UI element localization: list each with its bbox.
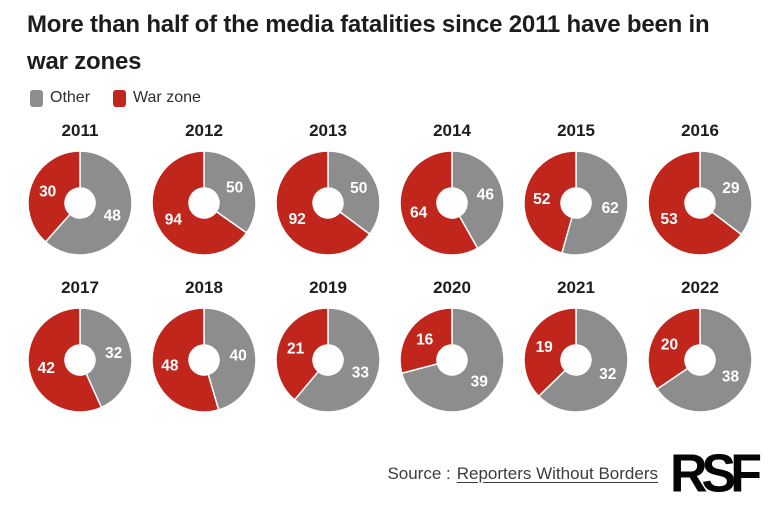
donut-chart-2019: 33 21 (275, 307, 381, 413)
year-label: 2017 (61, 278, 99, 297)
slice-war-zone-value: 20 (661, 336, 678, 353)
slice-war-zone-value: 30 (39, 183, 56, 200)
donut-cell-2017: 2017 32 42 (18, 279, 142, 413)
donut-chart-2021: 32 19 (523, 307, 629, 413)
slice-war-zone (399, 307, 453, 374)
source-note: Source : Reporters Without Borders (387, 464, 658, 484)
year-label: 2020 (433, 278, 471, 297)
slice-war-zone-value: 52 (533, 191, 550, 208)
donut-grid: 2011 48 30 2012 50 94 2013 50 92 2014 46 64 2015 62 52… (18, 122, 762, 436)
legend-swatch-other (30, 89, 43, 107)
slice-other (293, 307, 381, 413)
donut-cell-2014: 2014 46 64 (390, 122, 514, 256)
donut-cell-2022: 2022 38 20 (638, 279, 762, 413)
slice-war-zone (27, 307, 103, 413)
slice-other-value: 50 (350, 180, 367, 197)
donut-chart-2022: 38 20 (647, 307, 753, 413)
rsf-logo: RSF (670, 443, 762, 505)
slice-other (44, 150, 133, 256)
slice-other (561, 150, 629, 256)
slice-other (537, 307, 629, 413)
slice-war-zone-value: 42 (38, 360, 55, 377)
donut-cell-2012: 2012 50 94 (142, 122, 266, 256)
slice-war-zone (523, 150, 577, 254)
legend-item-war-zone: War zone (113, 89, 201, 107)
slice-war-zone (647, 150, 743, 256)
year-label: 2011 (61, 121, 99, 140)
slice-other-value: 39 (471, 374, 489, 391)
slice-war-zone (647, 307, 701, 390)
year-label: 2014 (433, 121, 471, 140)
slice-war-zone-value: 19 (536, 339, 554, 356)
year-label: 2015 (557, 121, 595, 140)
slice-other-value: 62 (602, 200, 619, 217)
donut-chart-2014: 46 64 (399, 150, 505, 256)
slice-war-zone-value: 21 (287, 341, 305, 358)
legend-label-other: Other (50, 89, 91, 106)
slice-other-value: 40 (229, 348, 246, 365)
slice-other (400, 307, 505, 413)
legend-label-war-zone: War zone (133, 89, 201, 106)
slice-war-zone-value: 92 (289, 211, 306, 228)
slice-other-value: 48 (104, 208, 122, 225)
legend-item-other: Other (30, 89, 90, 107)
donut-cell-2015: 2015 62 52 (514, 122, 638, 256)
year-label: 2012 (185, 121, 223, 140)
slice-other (699, 150, 753, 236)
slice-war-zone-value: 48 (161, 357, 179, 374)
slice-war-zone (151, 150, 248, 256)
slice-other (203, 307, 257, 411)
slice-other-value: 29 (722, 180, 740, 197)
slice-war-zone-value: 53 (660, 211, 678, 228)
footer: Source : Reporters Without Borders RSF (387, 443, 762, 505)
donut-chart-2012: 50 94 (151, 150, 257, 256)
donut-chart-2015: 62 52 (523, 150, 629, 256)
donut-chart-2016: 29 53 (647, 150, 753, 256)
year-label: 2019 (309, 278, 347, 297)
slice-other-value: 32 (599, 366, 616, 383)
slice-war-zone (399, 150, 479, 256)
slice-other-value: 32 (105, 345, 122, 362)
year-label: 2016 (681, 121, 719, 140)
year-label: 2013 (309, 121, 347, 140)
slice-war-zone (27, 150, 81, 243)
donut-cell-2021: 2021 32 19 (514, 279, 638, 413)
year-label: 2022 (681, 278, 719, 297)
slice-other-value: 50 (226, 180, 243, 197)
slice-other (327, 150, 381, 235)
source-link[interactable]: Reporters Without Borders (456, 464, 658, 483)
donut-chart-2017: 32 42 (27, 307, 133, 413)
donut-chart-2013: 50 92 (275, 150, 381, 256)
year-label: 2021 (557, 278, 595, 297)
slice-other-value: 33 (352, 364, 370, 381)
slice-other (203, 150, 257, 234)
legend: Other War zone (30, 89, 201, 107)
slice-war-zone-value: 16 (416, 331, 434, 348)
slice-other (79, 307, 133, 409)
slice-war-zone (523, 307, 577, 397)
slice-war-zone-value: 64 (410, 204, 428, 221)
year-label: 2018 (185, 278, 223, 297)
slice-other-value: 46 (477, 187, 495, 204)
donut-cell-2019: 2019 33 21 (266, 279, 390, 413)
legend-swatch-war-zone (113, 89, 127, 107)
donut-cell-2016: 2016 29 53 (638, 122, 762, 256)
source-prefix: Source : (387, 464, 451, 483)
donut-cell-2018: 2018 40 48 (142, 279, 266, 413)
slice-other (451, 150, 505, 250)
slice-other-value: 38 (722, 369, 740, 386)
slice-war-zone (151, 307, 220, 413)
slice-war-zone-value: 94 (165, 211, 183, 228)
donut-cell-2013: 2013 50 92 (266, 122, 390, 256)
donut-cell-2011: 2011 48 30 (18, 122, 142, 256)
donut-chart-2020: 39 16 (399, 307, 505, 413)
donut-chart-2011: 48 30 (27, 150, 133, 256)
chart-title: More than half of the media fatalities s… (27, 11, 710, 75)
donut-cell-2020: 2020 39 16 (390, 279, 514, 413)
slice-war-zone (275, 150, 371, 256)
slice-war-zone (275, 307, 329, 401)
donut-chart-2018: 40 48 (151, 307, 257, 413)
slice-other (656, 307, 753, 413)
